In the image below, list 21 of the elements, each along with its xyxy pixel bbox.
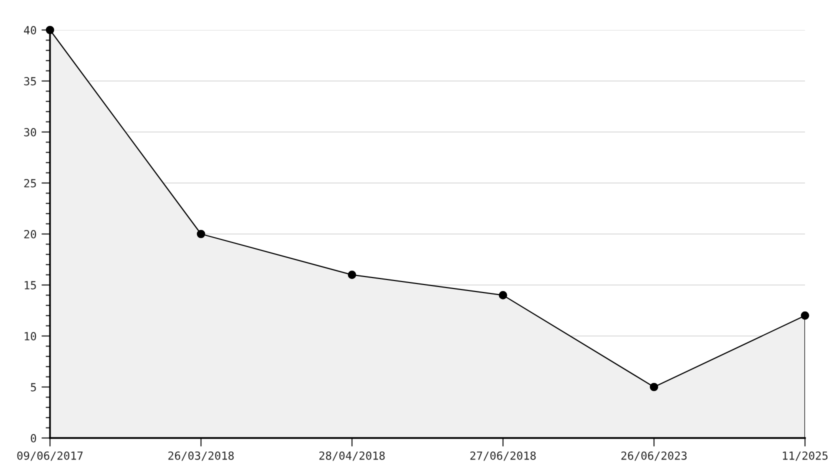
- y-tick-label: 35: [24, 77, 36, 86]
- y-tick-label: 10: [24, 332, 36, 340]
- point: [650, 382, 658, 392]
- y-tick-label: 5: [30, 383, 36, 392]
- x-tick-label: 27/06/2018: [470, 451, 536, 461]
- y-tick-label: 0: [30, 434, 36, 442]
- y-tick-label: 15: [24, 281, 36, 290]
- y-tick-label: 40: [24, 26, 36, 34]
- point: [196, 230, 206, 238]
- y-tick-label: 25: [24, 179, 36, 188]
- x-tick-label: 26/06/2023: [621, 451, 687, 461]
- y-tick-label: 20: [24, 230, 36, 238]
- x-tick-label: 11/2025: [782, 451, 828, 461]
- point: [46, 26, 54, 34]
- point: [800, 311, 810, 320]
- point: [348, 270, 356, 279]
- point: [498, 291, 508, 300]
- x-tick-label: 26/03/2018: [168, 451, 234, 461]
- x-tick-label: 28/04/2018: [319, 451, 385, 461]
- y-tick-label: 30: [24, 128, 36, 136]
- x-tick-label: 09/06/2017: [17, 451, 83, 461]
